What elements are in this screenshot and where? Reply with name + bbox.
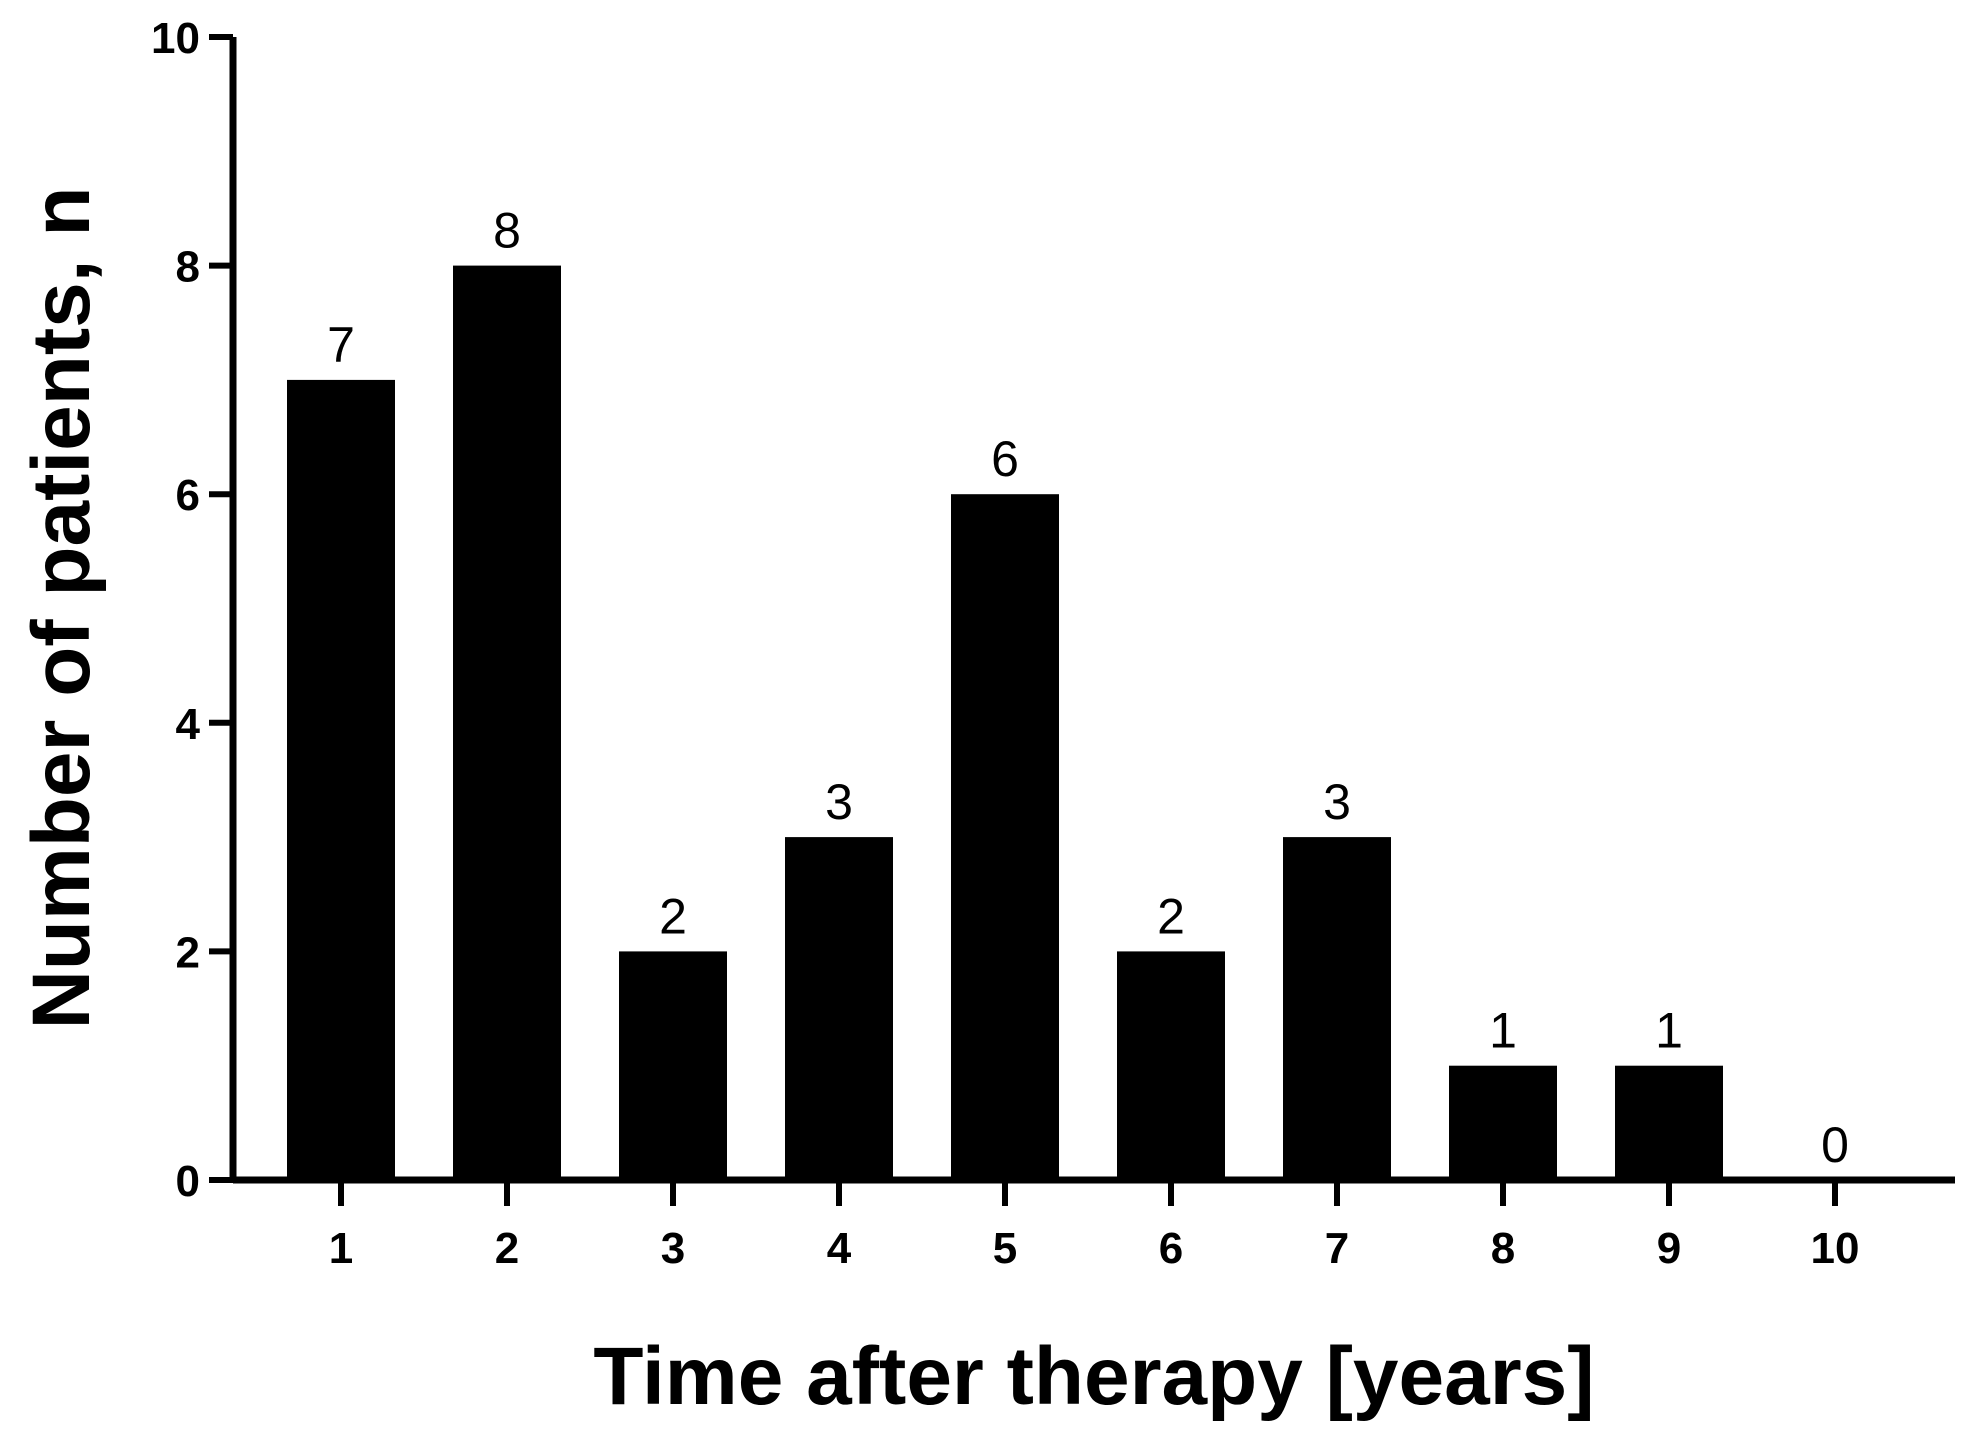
bar-3 [619,951,727,1180]
x-tick-label-10: 10 [1811,1224,1860,1273]
y-tick-label-6: 6 [176,471,200,520]
data-label-6: 2 [1157,888,1185,944]
bars-group [287,265,1723,1181]
data-label-5: 6 [991,431,1019,487]
y-tick-label-0: 0 [176,1157,200,1206]
x-tick-label-1: 1 [329,1224,353,1273]
data-label-4: 3 [825,774,853,830]
data-labels-group: 7 8 2 3 6 2 3 1 1 0 [327,203,1849,1173]
data-label-3: 2 [659,888,687,944]
y-tick-label-10: 10 [151,14,200,63]
x-tick-label-4: 4 [827,1224,852,1273]
x-tick-label-3: 3 [661,1224,685,1273]
y-ticks-group: 0 2 4 6 8 10 [151,14,233,1206]
bar-1 [287,379,395,1180]
y-axis-title: Number of patients, n [16,187,107,1030]
data-label-2: 8 [493,203,521,259]
x-tick-label-9: 9 [1657,1224,1681,1273]
x-ticks-group: 1 2 3 4 5 6 7 8 9 10 [329,1180,1860,1273]
x-tick-label-5: 5 [993,1224,1017,1273]
bar-5 [951,494,1059,1180]
y-tick-label-2: 2 [176,928,200,977]
x-tick-label-2: 2 [495,1224,519,1273]
bar-8 [1449,1065,1557,1180]
data-label-7: 3 [1323,774,1351,830]
x-tick-label-8: 8 [1491,1224,1515,1273]
bar-4 [785,837,893,1180]
data-label-10: 0 [1821,1117,1849,1173]
y-tick-label-8: 8 [176,243,200,292]
x-axis-title: Time after therapy [years] [593,1331,1594,1422]
data-label-8: 1 [1489,1003,1517,1059]
data-label-1: 7 [327,317,355,373]
bar-7 [1283,837,1391,1180]
x-tick-label-6: 6 [1159,1224,1183,1273]
data-label-9: 1 [1655,1003,1683,1059]
y-tick-label-4: 4 [176,700,201,749]
x-tick-label-7: 7 [1325,1224,1349,1273]
bar-2 [453,265,561,1181]
bar-6 [1117,951,1225,1180]
bar-9 [1615,1065,1723,1180]
